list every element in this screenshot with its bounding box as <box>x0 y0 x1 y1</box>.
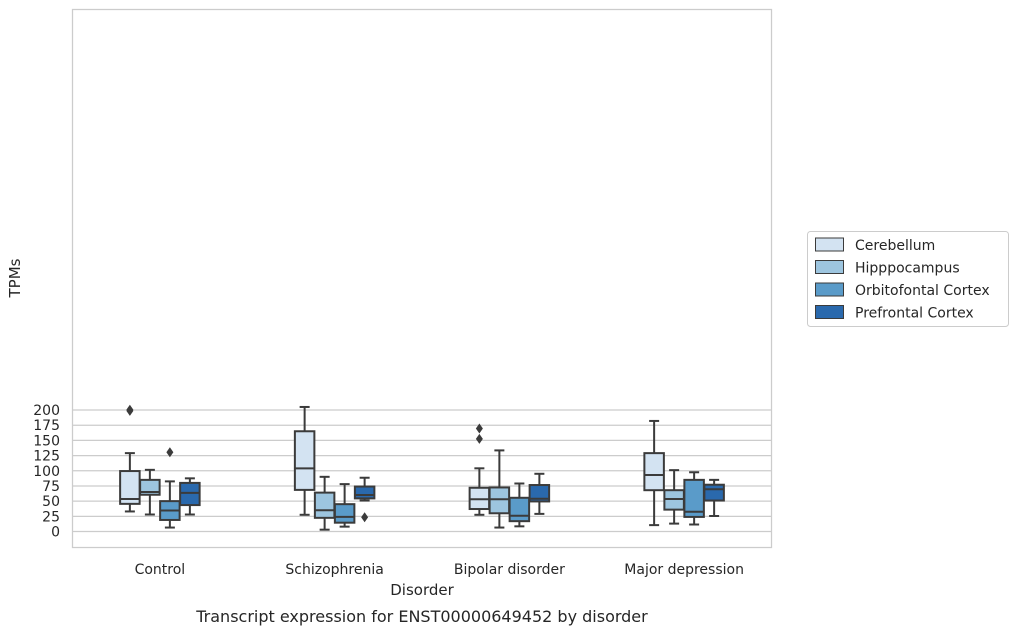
legend-item: Prefrontal Cortex <box>815 305 974 322</box>
x-tick-labels: Control Schizophrenia Bipolar disorder Majo… <box>135 562 744 578</box>
legend-item: Hipppocampus <box>815 260 960 277</box>
y-tick-label: 175 <box>33 418 60 434</box>
box-plot <box>508 482 531 528</box>
y-tick-label: 75 <box>42 479 60 495</box>
box-plot <box>179 477 201 516</box>
y-axis-label: TPMs <box>6 258 24 298</box>
legend-label: Prefrontal Cortex <box>855 306 974 322</box>
x-tick-label: Control <box>135 562 186 578</box>
box-iqr <box>703 483 725 502</box>
legend-label: Orbitofontal Cortex <box>855 283 990 299</box>
box-plot <box>313 475 336 531</box>
box-iqr <box>528 484 551 503</box>
box-plot <box>703 478 725 518</box>
legend: Cerebellum Hipppocampus Orbitofontal Corte… <box>807 231 1009 327</box>
legend-swatch <box>815 282 844 297</box>
box-iqr <box>353 485 376 500</box>
x-tick-label: Major depression <box>624 562 744 578</box>
box-plot <box>333 483 356 528</box>
legend-swatch <box>815 305 844 319</box>
box-plot <box>159 447 181 529</box>
box-plot <box>663 469 685 525</box>
box-iqr <box>293 430 316 491</box>
legend-swatch <box>815 260 844 274</box>
box-plot <box>683 471 705 526</box>
legend-label: Hipppocampus <box>855 261 960 277</box>
outlier-point <box>126 404 134 415</box>
box-plots <box>119 404 725 531</box>
chart-title: Transcript expression for ENST0000064945… <box>195 607 648 626</box>
outlier-point <box>166 447 174 458</box>
box-plot <box>353 476 376 523</box>
box-iqr <box>313 491 336 519</box>
box-iqr <box>508 496 531 523</box>
plot-frame <box>71 8 773 549</box>
box-plot <box>139 468 161 516</box>
outlier-point <box>475 433 483 444</box>
y-tick-label: 125 <box>33 449 60 465</box>
y-tick-label: 25 <box>42 509 60 525</box>
box-iqr <box>488 486 511 515</box>
x-tick-label: Bipolar disorder <box>454 562 565 578</box>
outlier-point <box>475 423 483 434</box>
box-plot <box>293 405 316 516</box>
outlier-point <box>361 512 369 523</box>
legend-swatch <box>815 237 844 252</box>
y-tick-label: 0 <box>51 525 60 541</box>
y-tick-label: 200 <box>33 403 60 419</box>
box-iqr <box>643 452 665 492</box>
y-tick-label: 100 <box>33 464 60 480</box>
box-iqr <box>179 481 201 507</box>
legend-frame <box>807 231 1009 327</box>
box-plot <box>468 423 491 516</box>
box-plot <box>528 472 551 515</box>
box-plot <box>643 419 665 527</box>
y-tick-label: 50 <box>42 494 60 510</box>
legend-item: Orbitofontal Cortex <box>815 282 990 299</box>
box-plot <box>119 404 141 513</box>
legend-label: Cerebellum <box>855 238 935 254</box>
x-axis-label: Disorder <box>390 581 454 599</box>
box-iqr <box>333 503 356 524</box>
legend-item: Cerebellum <box>815 237 935 254</box>
x-tick-label: Schizophrenia <box>285 562 383 578</box>
y-tick-label: 150 <box>33 433 60 449</box>
